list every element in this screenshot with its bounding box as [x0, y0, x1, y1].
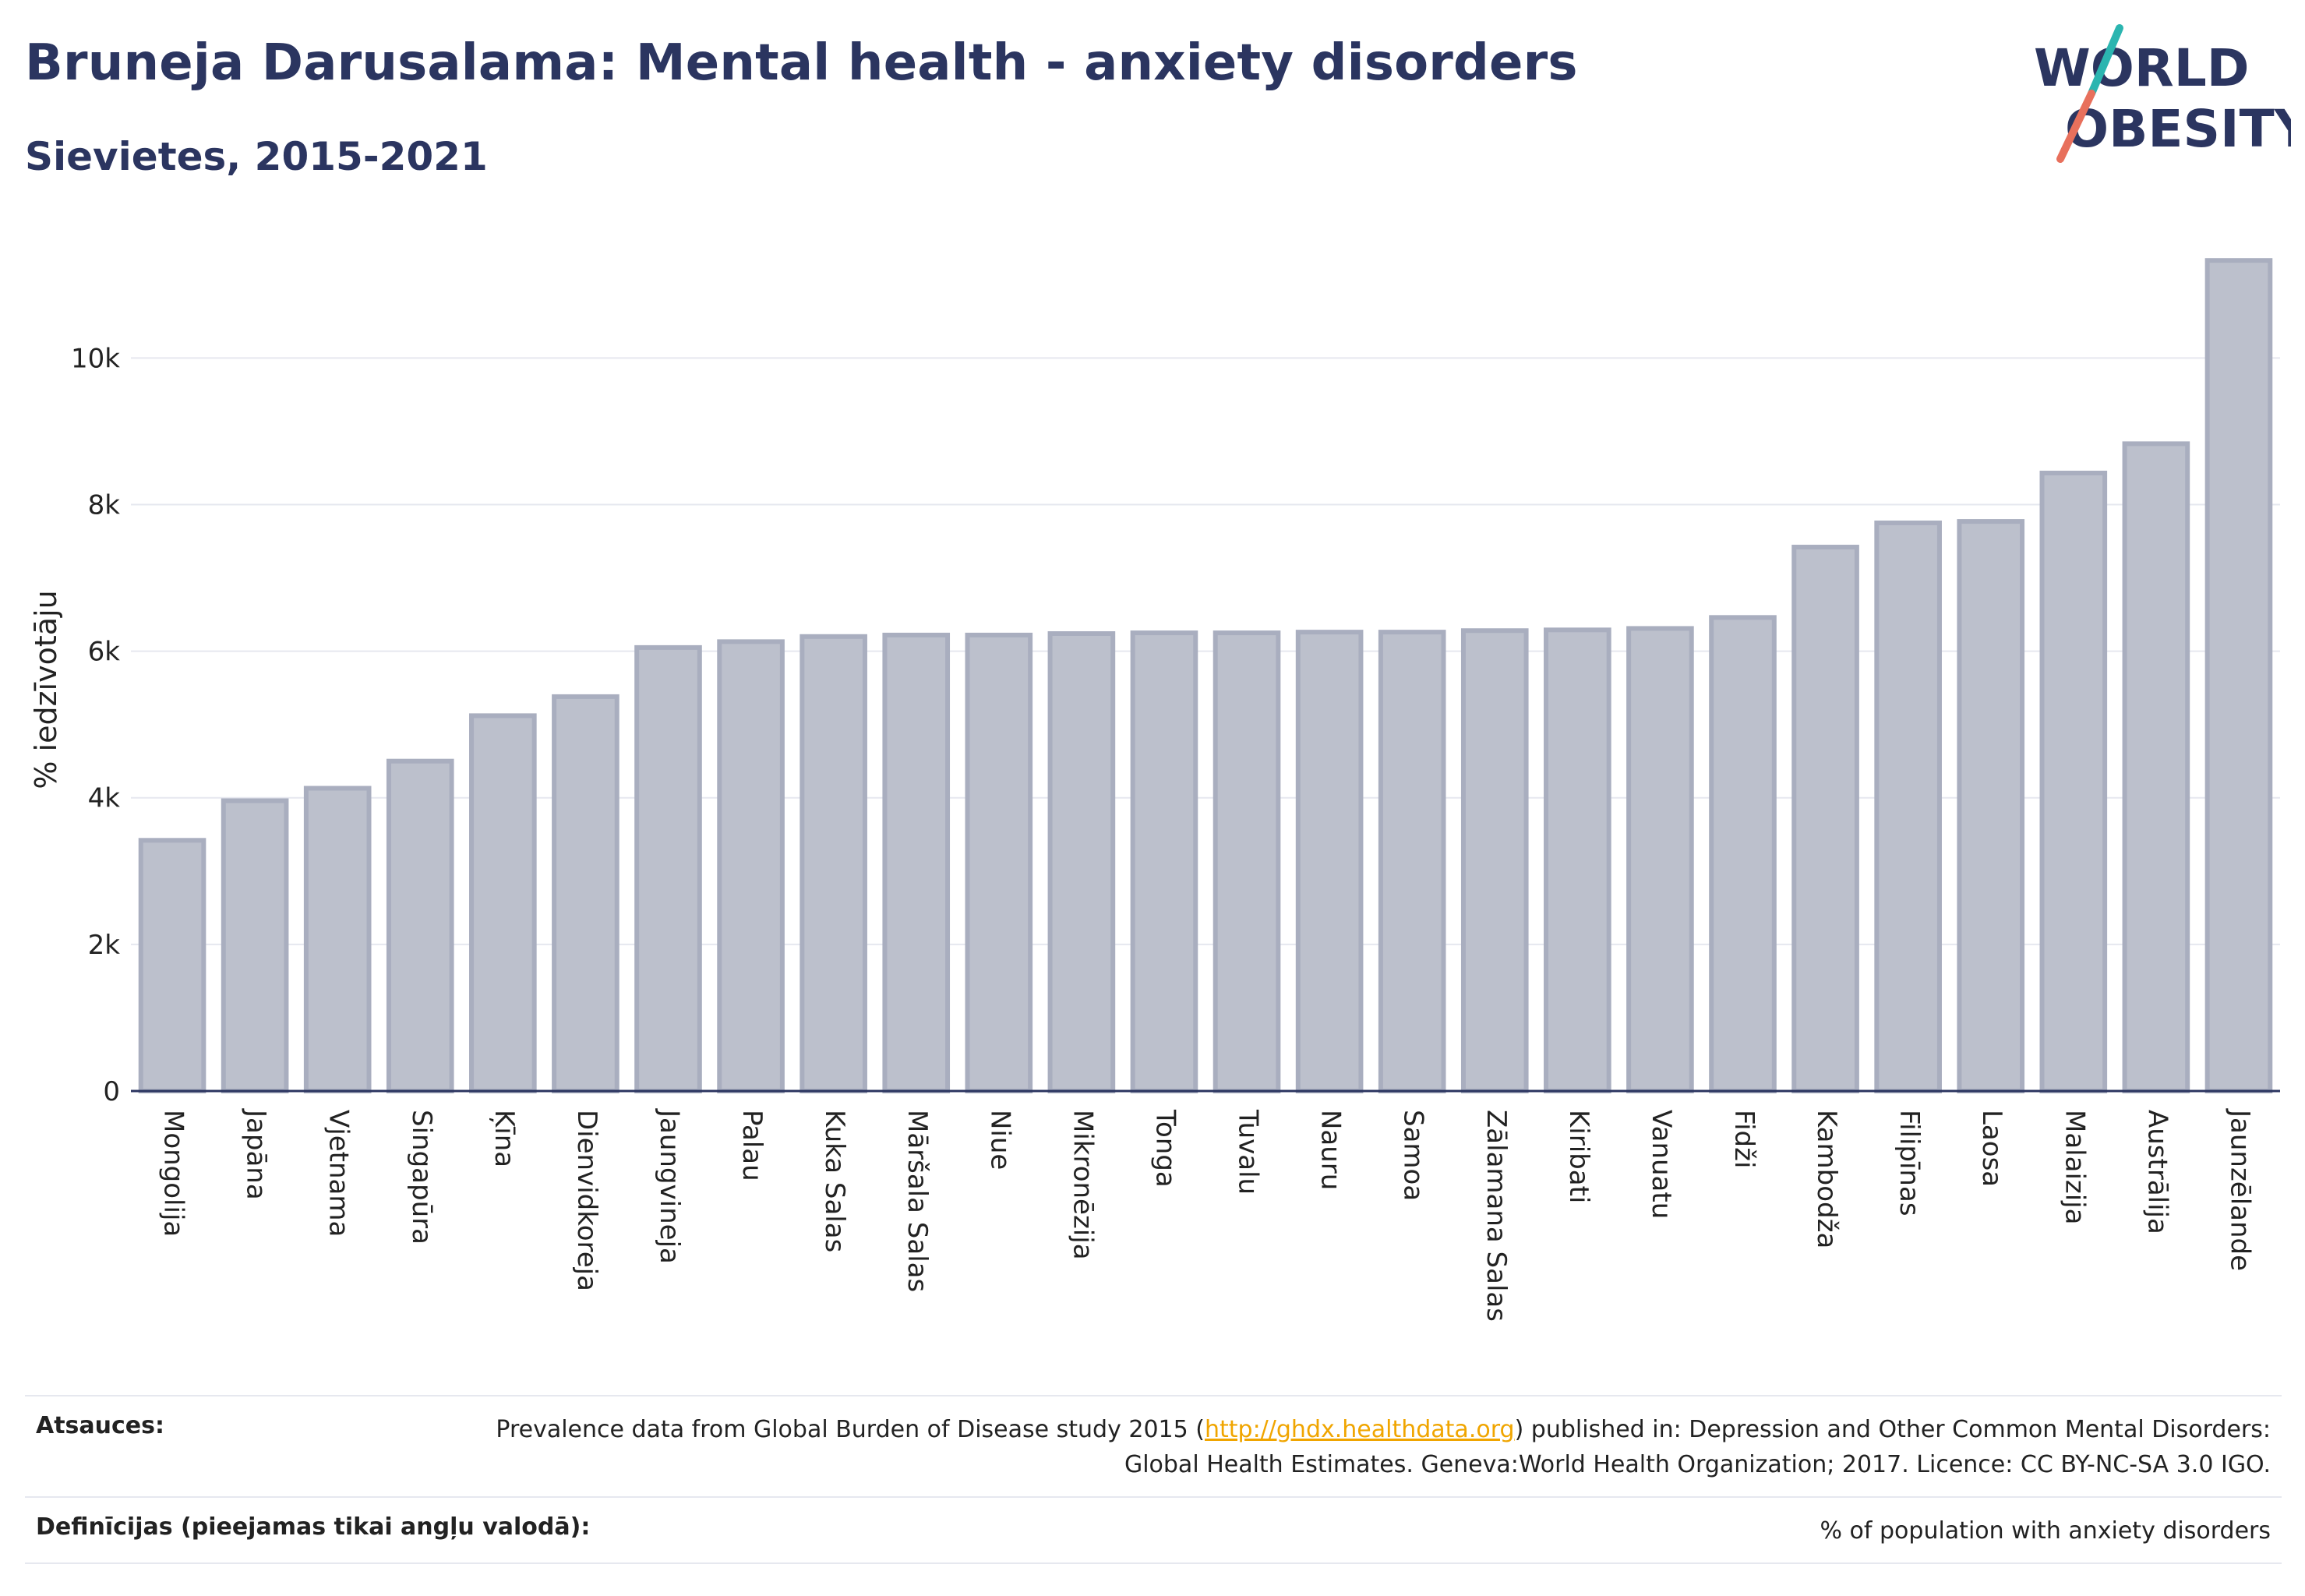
x-tick-label: Niue	[984, 1110, 1015, 1170]
x-tick-label: Ķīna	[489, 1110, 520, 1167]
bar	[1213, 630, 1281, 1093]
bar	[303, 786, 372, 1093]
x-tick-label: Zālamana Salas	[1481, 1110, 1512, 1322]
bar	[1460, 628, 1529, 1093]
x-tick-label: Kuka Salas	[819, 1110, 850, 1252]
bar	[1874, 520, 1942, 1093]
bar	[469, 713, 537, 1093]
sources-label: Atsauces:	[36, 1412, 164, 1439]
x-tick-label: Mikronēzija	[1067, 1110, 1098, 1260]
x-tick-label: Jaungvineja	[654, 1108, 685, 1264]
logo-line1: WORLD	[2034, 38, 2250, 98]
bar	[1544, 627, 1611, 1093]
sources-row: Atsauces: Prevalence data from Global Bu…	[25, 1395, 2282, 1496]
bar	[1626, 626, 1694, 1093]
bar	[386, 758, 454, 1093]
bar	[882, 632, 951, 1093]
logo-line2: OBESITY	[2065, 99, 2291, 159]
definitions-value: % of population with anxiety disorders	[1820, 1517, 2271, 1545]
x-tick-label: Kiribati	[1563, 1110, 1594, 1203]
bar	[1047, 631, 1116, 1093]
bar	[552, 694, 619, 1094]
x-tick-label: Singapūra	[406, 1110, 437, 1245]
y-tick-label: 8k	[88, 489, 121, 521]
x-tick-label: Fidži	[1728, 1110, 1760, 1168]
y-tick-label: 4k	[88, 783, 121, 814]
x-tick-label: Tuvalu	[1233, 1109, 1264, 1195]
y-tick-label: 0	[103, 1076, 120, 1107]
bar-layer	[138, 258, 2273, 1094]
bar	[2204, 258, 2273, 1093]
definitions-label: Definīcijas (pieejamas tikai angļu valod…	[36, 1513, 591, 1541]
bar	[634, 644, 702, 1093]
sources-link[interactable]: http://ghdx.healthdata.org	[1204, 1416, 1515, 1443]
bar	[1295, 630, 1364, 1093]
chart-footer: Atsauces: Prevalence data from Global Bu…	[25, 1395, 2282, 1564]
y-axis-title: % iedzīvotāju	[29, 590, 63, 789]
x-tick-label: Austrālija	[2141, 1110, 2173, 1234]
x-tick-label: Māršala Salas	[902, 1110, 933, 1292]
bar	[965, 632, 1033, 1093]
x-tick-label: Nauru	[1315, 1110, 1347, 1190]
world-obesity-logo: WORLD OBESITY	[2034, 24, 2291, 163]
x-tick-label: Palau	[736, 1110, 768, 1181]
x-tick-label: Japāna	[241, 1108, 272, 1200]
x-tick-label: Malaizija	[2059, 1110, 2090, 1224]
y-tick-label: 6k	[88, 637, 121, 668]
x-tick-label: Dienvidkoreja	[571, 1110, 602, 1291]
y-tick-label: 2k	[88, 930, 121, 961]
bar	[800, 634, 867, 1093]
x-tick-label: Vjetnama	[323, 1110, 355, 1237]
bar	[1130, 630, 1198, 1093]
x-tick-label: Kambodža	[1811, 1110, 1842, 1248]
bar	[2039, 471, 2108, 1093]
chart-subtitle: Sievietes, 2015-2021	[25, 134, 488, 179]
logo-slash-teal	[2088, 24, 2123, 97]
x-tick-label: Tonga	[1149, 1109, 1181, 1188]
logo-slash-coral	[2056, 90, 2095, 163]
bar	[1709, 615, 1777, 1093]
sources-text-pre: Prevalence data from Global Burden of Di…	[496, 1416, 1205, 1443]
bar	[1378, 630, 1446, 1093]
y-tick-label: 10k	[71, 343, 120, 374]
x-tick-label: Vanuatu	[1646, 1110, 1677, 1219]
bar	[2122, 441, 2190, 1093]
x-tick-label: Jaunzēlande	[2224, 1108, 2255, 1271]
x-tick-label: Laosa	[1976, 1110, 2007, 1187]
chart-title: Bruneja Darusalama: Mental health - anxi…	[25, 34, 1578, 92]
axis-layer: 0 2k 4k 6k 8k 10k Mongolija Japāna Vjetnama Singa…	[71, 343, 2280, 1322]
x-tick-label: Mongolija	[158, 1110, 189, 1237]
bar	[138, 838, 206, 1093]
sources-text-post: ) published in: Depression and Other Com…	[1124, 1416, 2271, 1478]
bar	[1791, 545, 1859, 1093]
definitions-row: Definīcijas (pieejamas tikai angļu valod…	[25, 1496, 2282, 1564]
bar	[221, 798, 289, 1094]
sources-text: Prevalence data from Global Burden of Di…	[478, 1412, 2271, 1482]
bar-chart: 0 2k 4k 6k 8k 10k Mongolija Japāna Vjetnama Singa…	[29, 258, 2280, 1322]
x-tick-label: Samoa	[1398, 1110, 1429, 1201]
bar	[717, 639, 785, 1093]
bar	[1957, 519, 2025, 1093]
x-tick-label: Filipīnas	[1894, 1110, 1925, 1216]
